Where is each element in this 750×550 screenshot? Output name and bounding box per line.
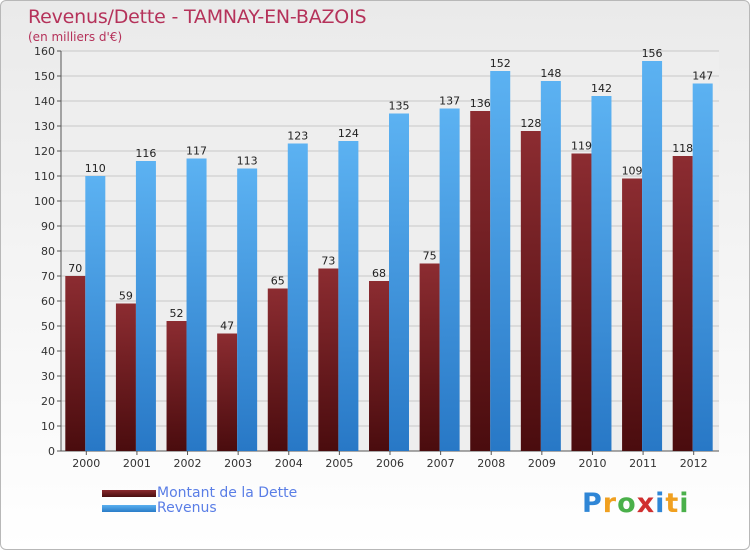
y-tick-label: 80 (41, 245, 55, 258)
bar-dette (267, 288, 288, 451)
bar-revenus (85, 176, 106, 451)
y-tick-label: 150 (34, 70, 55, 83)
bar-dette (318, 268, 339, 451)
bar-revenus (642, 61, 663, 451)
bar-revenus (439, 108, 460, 451)
bar-revenus (692, 83, 713, 451)
data-label-revenus: 110 (85, 162, 106, 175)
y-tick-label: 0 (48, 445, 55, 458)
bar-dette (217, 333, 238, 451)
bar-revenus (490, 71, 511, 451)
data-label-revenus: 123 (287, 130, 308, 143)
x-tick-label: 2002 (174, 457, 202, 470)
bar-dette (520, 131, 541, 451)
data-label-revenus: 156 (642, 47, 663, 60)
logo-letter: o (617, 488, 637, 519)
legend-label-revenus: Revenus (157, 500, 217, 516)
bar-dette (672, 156, 693, 451)
bar-revenus (135, 161, 156, 451)
data-label-dette: 52 (170, 307, 184, 320)
y-tick-label: 130 (34, 120, 55, 133)
logo-letter: x (636, 488, 656, 519)
bar-revenus (389, 113, 409, 451)
y-tick-label: 110 (34, 170, 55, 183)
x-tick-label: 2010 (578, 457, 606, 470)
data-label-dette: 65 (271, 275, 285, 288)
data-label-revenus: 113 (237, 155, 258, 168)
logo-letter: r (602, 488, 618, 519)
legend-label-dette: Montant de la Dette (157, 485, 298, 501)
bar-dette (166, 321, 187, 451)
x-tick-label: 2003 (224, 457, 252, 470)
data-label-revenus: 117 (186, 145, 207, 158)
bar-dette (65, 276, 86, 451)
bar-dette (571, 153, 592, 451)
legend-swatch-dette (102, 490, 156, 497)
bar-revenus (287, 143, 308, 451)
data-label-dette: 73 (321, 255, 335, 268)
chart-title: Revenus/Dette - TAMNAY-EN-BAZOIS (28, 6, 367, 28)
bar-dette (622, 178, 643, 451)
x-tick-label: 2004 (275, 457, 303, 470)
proxiti-logo: Proxiti (582, 488, 690, 519)
data-label-dette: 59 (119, 290, 133, 303)
legend-swatch-revenus (102, 505, 156, 512)
bar-revenus (237, 168, 258, 451)
x-tick-label: 2007 (427, 457, 455, 470)
y-tick-label: 140 (34, 95, 55, 108)
y-tick-label: 10 (41, 420, 55, 433)
bar-dette (470, 111, 491, 451)
data-label-dette: 75 (423, 250, 437, 263)
x-tick-label: 2005 (325, 457, 353, 470)
data-label-dette: 68 (372, 267, 386, 280)
data-label-revenus: 137 (439, 95, 460, 108)
data-label-dette: 109 (622, 165, 643, 178)
x-tick-label: 2000 (72, 457, 100, 470)
x-tick-label: 2001 (123, 457, 151, 470)
logo-letter: i (679, 488, 690, 519)
x-tick-label: 2009 (528, 457, 556, 470)
data-label-revenus: 124 (338, 127, 359, 140)
data-label-dette: 128 (520, 117, 541, 130)
y-tick-label: 60 (41, 295, 55, 308)
bar-revenus (186, 158, 207, 451)
data-label-dette: 70 (68, 262, 82, 275)
data-label-revenus: 148 (540, 67, 561, 80)
y-tick-label: 30 (41, 370, 55, 383)
bar-revenus (591, 96, 612, 451)
bar-revenus (338, 141, 359, 451)
y-tick-label: 20 (41, 395, 55, 408)
logo-letter: i (655, 488, 666, 519)
data-label-revenus: 142 (591, 82, 612, 95)
bar-dette (115, 303, 136, 451)
data-label-dette: 47 (220, 320, 234, 333)
x-tick-label: 2012 (680, 457, 708, 470)
x-tick-label: 2008 (477, 457, 505, 470)
y-tick-label: 120 (34, 145, 55, 158)
data-label-dette: 118 (672, 142, 693, 155)
data-label-revenus: 116 (135, 147, 156, 160)
data-label-dette: 119 (571, 140, 592, 153)
bar-revenus (540, 81, 561, 451)
data-label-revenus: 147 (692, 70, 713, 83)
y-tick-label: 100 (34, 195, 55, 208)
chart-subtitle: (en milliers d'€) (28, 30, 123, 44)
logo-letter: P (582, 488, 603, 519)
bar-dette (419, 263, 440, 451)
y-tick-label: 90 (41, 220, 55, 233)
bar-dette (369, 281, 389, 451)
y-tick-label: 40 (41, 345, 55, 358)
data-label-revenus: 152 (490, 57, 511, 70)
data-label-revenus: 135 (389, 100, 410, 113)
logo-letter: t (665, 488, 680, 519)
y-tick-label: 160 (34, 45, 55, 58)
data-label-dette: 136 (470, 97, 491, 110)
x-tick-label: 2006 (376, 457, 404, 470)
y-tick-label: 70 (41, 270, 55, 283)
x-tick-label: 2011 (629, 457, 657, 470)
y-tick-label: 50 (41, 320, 55, 333)
